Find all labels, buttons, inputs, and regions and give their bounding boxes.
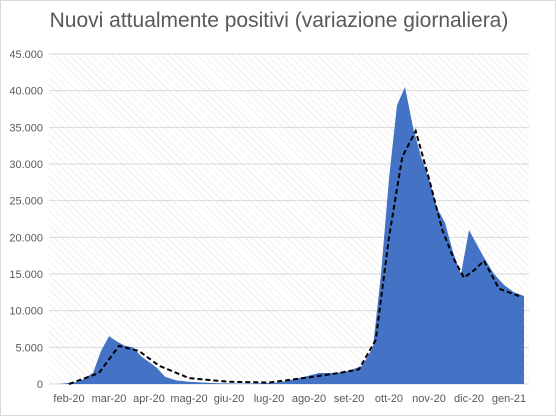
y-tick-label: 5.000 bbox=[15, 342, 43, 354]
x-tick-label: apr-20 bbox=[133, 393, 165, 405]
y-tick-label: 0 bbox=[37, 379, 43, 391]
y-tick-label: 15.000 bbox=[9, 269, 43, 281]
x-axis-ticks: feb-20 mar-20 apr-20 mag-20 giu-20 lug-20 ago-… bbox=[53, 393, 526, 405]
x-tick-label: ott-20 bbox=[375, 393, 403, 405]
x-tick-label: feb-20 bbox=[53, 393, 84, 405]
x-tick-label: gen-21 bbox=[492, 393, 526, 405]
y-tick-label: 35.000 bbox=[9, 122, 43, 134]
area-series bbox=[59, 87, 524, 384]
y-tick-label: 10.000 bbox=[9, 306, 43, 318]
y-axis-ticks: 0 5.000 10.000 15.000 20.000 25.000 30.000 35.0… bbox=[9, 49, 43, 391]
y-tick-label: 40.000 bbox=[9, 86, 43, 98]
x-tick-label: dic-20 bbox=[454, 393, 484, 405]
y-tick-label: 45.000 bbox=[9, 49, 43, 61]
x-tick-label: ago-20 bbox=[292, 393, 326, 405]
x-tick-label: lug-20 bbox=[254, 393, 285, 405]
y-tick-label: 25.000 bbox=[9, 196, 43, 208]
x-tick-label: mar-20 bbox=[92, 393, 127, 405]
x-tick-label: mag-20 bbox=[170, 393, 207, 405]
area-series-group bbox=[59, 87, 524, 384]
chart-title: Nuovi attualmente positivi (variazione g… bbox=[49, 9, 509, 32]
y-tick-label: 20.000 bbox=[9, 232, 43, 244]
trend-series bbox=[68, 128, 520, 385]
x-tick-label: set-20 bbox=[334, 393, 365, 405]
x-tick-label: giu-20 bbox=[214, 393, 245, 405]
y-tick-label: 30.000 bbox=[9, 159, 43, 171]
x-tick-label: nov-20 bbox=[412, 393, 446, 405]
trend-series-group bbox=[68, 128, 520, 385]
